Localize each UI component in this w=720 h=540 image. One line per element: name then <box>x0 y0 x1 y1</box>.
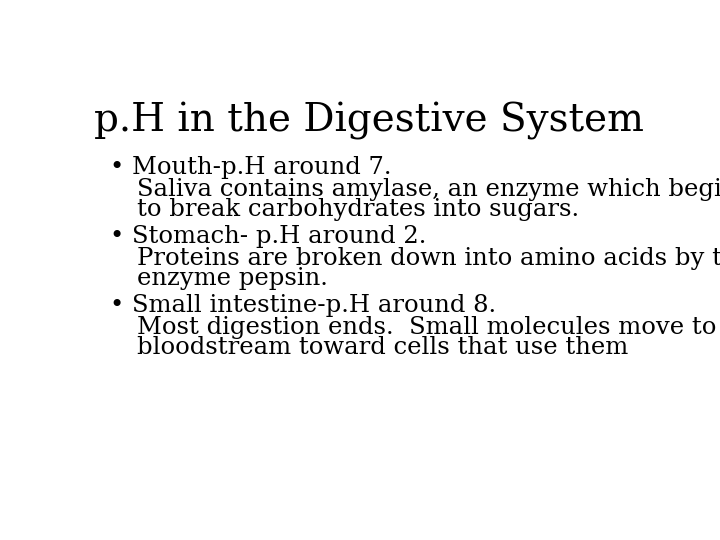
Text: Proteins are broken down into amino acids by the: Proteins are broken down into amino acid… <box>138 247 720 270</box>
Text: bloodstream toward cells that use them: bloodstream toward cells that use them <box>138 336 629 359</box>
Text: Stomach- p.H around 2.: Stomach- p.H around 2. <box>132 225 426 248</box>
Text: Most digestion ends.  Small molecules move to: Most digestion ends. Small molecules mov… <box>138 316 717 339</box>
Text: to break carbohydrates into sugars.: to break carbohydrates into sugars. <box>138 198 580 221</box>
Text: •: • <box>109 156 124 179</box>
Text: Small intestine-p.H around 8.: Small intestine-p.H around 8. <box>132 294 496 318</box>
Text: enzyme pepsin.: enzyme pepsin. <box>138 267 328 290</box>
Text: Saliva contains amylase, an enzyme which begins: Saliva contains amylase, an enzyme which… <box>138 178 720 201</box>
Text: •: • <box>109 225 124 248</box>
Text: Mouth-p.H around 7.: Mouth-p.H around 7. <box>132 156 392 179</box>
Text: •: • <box>109 294 124 318</box>
Text: p.H in the Digestive System: p.H in the Digestive System <box>94 102 644 140</box>
